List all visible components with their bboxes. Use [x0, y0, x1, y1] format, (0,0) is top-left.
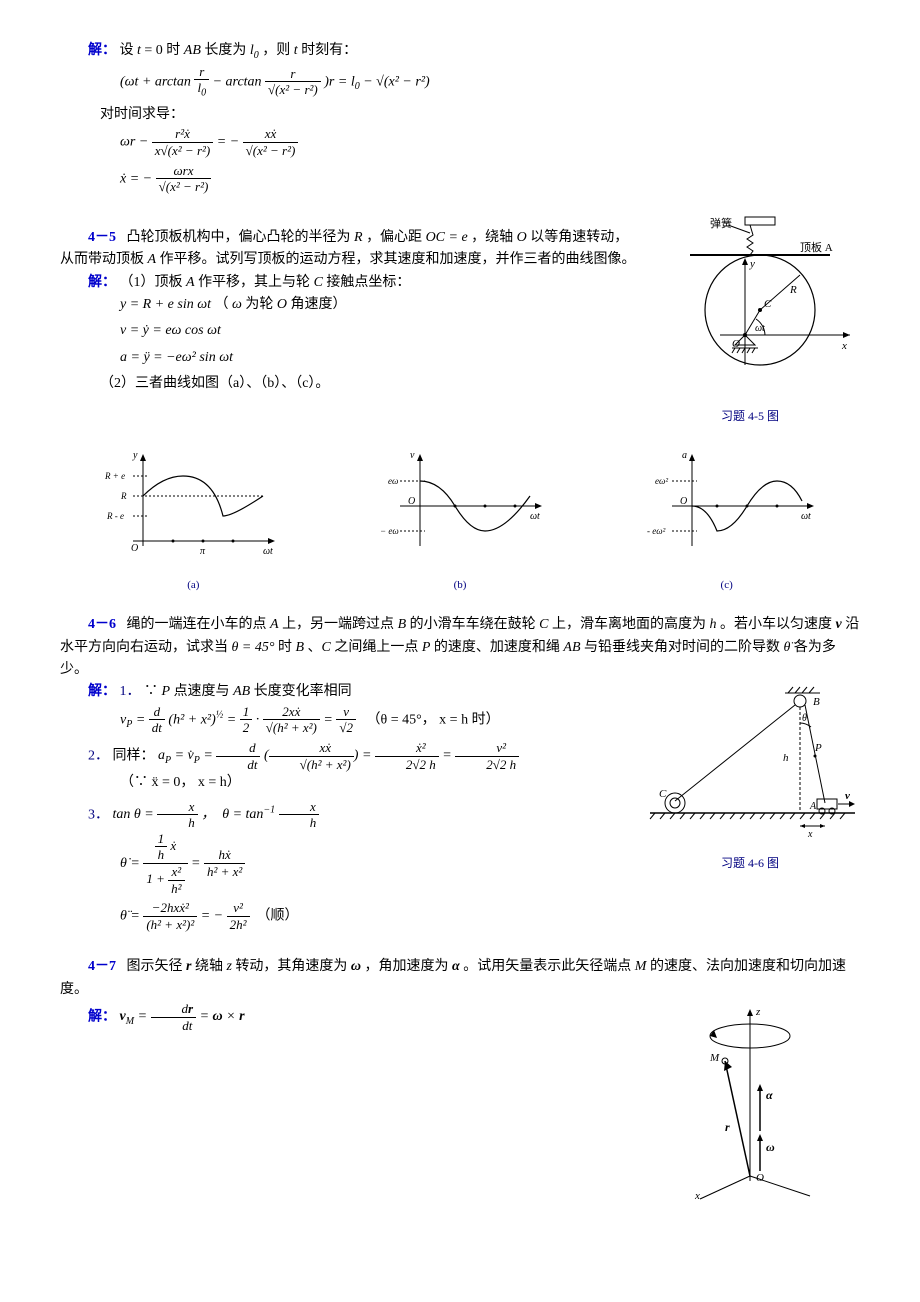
svg-text:v: v: [845, 790, 850, 802]
svg-text:ωt: ωt: [263, 546, 273, 557]
eq-0-3: ẋ = − ωrx√(x² − r²): [120, 163, 860, 195]
p45-sol2: （2）三者曲线如图（a）、（b）、（c）。: [100, 373, 640, 395]
p46-figure: B C h P θ: [640, 681, 860, 936]
p45-figure: 弹簧 顶板 A y x O: [640, 215, 860, 427]
svg-text:R: R: [120, 491, 127, 501]
svg-text:a: a: [682, 450, 687, 461]
problem-4-5: 4－5 凸轮顶板机构中，偏心凸轮的半径为 R ，偏心距 OC = e ，绕轴 O…: [60, 215, 860, 595]
p47-num: 4－7: [88, 959, 116, 974]
p45-eq2: v = ẏ = eω cos ωt: [120, 320, 640, 342]
sol-0: 解： 设 t = 0 时 AB 长度为 l0 ，则 t 时刻有： (ωt + a…: [60, 40, 860, 195]
svg-text:x: x: [807, 829, 813, 840]
svg-text:C: C: [659, 788, 667, 800]
svg-text:- eω²: - eω²: [647, 526, 666, 536]
sol-label: 解：: [88, 43, 116, 58]
problem-4-6: 4－6 绳的一端连在小车的点 A 上，另一端跨过点 B 的小滑车车绕在鼓轮 C …: [60, 614, 860, 936]
label-R: R: [789, 284, 797, 296]
svg-text:eω²: eω²: [655, 476, 668, 486]
svg-text:O: O: [408, 496, 415, 507]
var-t: t: [137, 43, 141, 58]
deriv-label: 对时间求导：: [100, 104, 860, 126]
var-t2: t: [294, 43, 298, 58]
p46-eq3b: θ̇ = 1h ẋ 1 + x²h² = hẋh² + x²: [120, 831, 640, 896]
problem-4-7: 4－7 图示矢径 r 绕轴 z 转动，其角速度为 ω ，角加速度为 α 。试用矢…: [60, 956, 860, 1209]
p47-eq1: vM = drdt = ω × r: [120, 1009, 245, 1024]
p46-fig-caption: 习题 4-6 图: [640, 854, 860, 873]
eq-0-2: ωr − r²ẋx√(x² − r²) = − xẋ√(x² − r²): [120, 126, 860, 158]
sol-label: 解：: [88, 275, 116, 290]
label-plate: 顶板 A: [800, 240, 833, 254]
p45-graphs: y ωt O R + e R R - e π (a) v: [60, 446, 860, 594]
svg-text:P: P: [814, 742, 822, 754]
label-x: x: [841, 340, 847, 352]
graph-b: v ωt O eω − eω (b): [370, 446, 550, 594]
p46-eq2: aP = v̇P = ddt (xẋ√(h² + x²)) = ẋ²2√2 h …: [158, 748, 519, 763]
p45-num: 4－5: [88, 230, 116, 245]
svg-text:ωt: ωt: [801, 511, 811, 522]
svg-text:R + e: R + e: [104, 471, 125, 481]
p47-figure: z M r α ω O: [640, 1001, 860, 1209]
svg-text:O: O: [131, 543, 138, 554]
svg-text:h: h: [783, 752, 789, 764]
var-AB: AB: [184, 43, 201, 58]
svg-text:O: O: [680, 496, 687, 507]
svg-text:x: x: [694, 1190, 700, 1201]
svg-text:− eω: − eω: [380, 526, 399, 536]
svg-text:y: y: [132, 450, 138, 461]
svg-text:M: M: [709, 1052, 720, 1064]
svg-text:z: z: [755, 1006, 761, 1018]
label-C: C: [764, 298, 772, 310]
svg-text:A: A: [809, 801, 817, 812]
graph-a: y ωt O R + e R R - e π (a): [103, 446, 283, 594]
svg-text:B: B: [813, 696, 820, 708]
svg-text:α: α: [766, 1088, 773, 1102]
svg-text:R - e: R - e: [106, 511, 124, 521]
p46-eq3c: θ̈ = −2hxẋ²(h² + x²)² = − v²2h² （顺）: [120, 900, 640, 932]
graph-c: a ωt O eω² - eω² (c): [637, 446, 817, 594]
p45-fig-caption: 习题 4-5 图: [640, 407, 860, 426]
svg-text:v: v: [410, 450, 415, 461]
var-l0: l0: [250, 43, 259, 58]
svg-text:eω: eω: [388, 476, 398, 486]
svg-text:π: π: [200, 546, 206, 557]
svg-text:θ: θ: [802, 713, 807, 724]
label-y: y: [749, 258, 755, 270]
p46-num: 4－6: [88, 617, 116, 632]
label-wt: ωt: [755, 323, 765, 334]
p46-eq1: vP = ddt (h² + x²)½ = 12 · 2xẋ√(h² + x²)…: [120, 704, 640, 736]
p45-eq3: a = ÿ = −eω² sin ωt: [120, 347, 640, 369]
svg-text:ω: ω: [766, 1140, 775, 1154]
p45-eq1: y = R + e sin ωt （ ω 为轮 O 角速度）: [120, 294, 640, 316]
svg-text:r: r: [725, 1120, 730, 1134]
p46-eq3a: tan θ = xh ， θ = tan−1 xh: [113, 807, 320, 822]
svg-text:ωt: ωt: [530, 511, 540, 522]
label-spring: 弹簧: [710, 216, 732, 230]
eq-0-1: (ωt + arctan rl0 − arctan r√(x² − r²) )r…: [120, 64, 860, 100]
